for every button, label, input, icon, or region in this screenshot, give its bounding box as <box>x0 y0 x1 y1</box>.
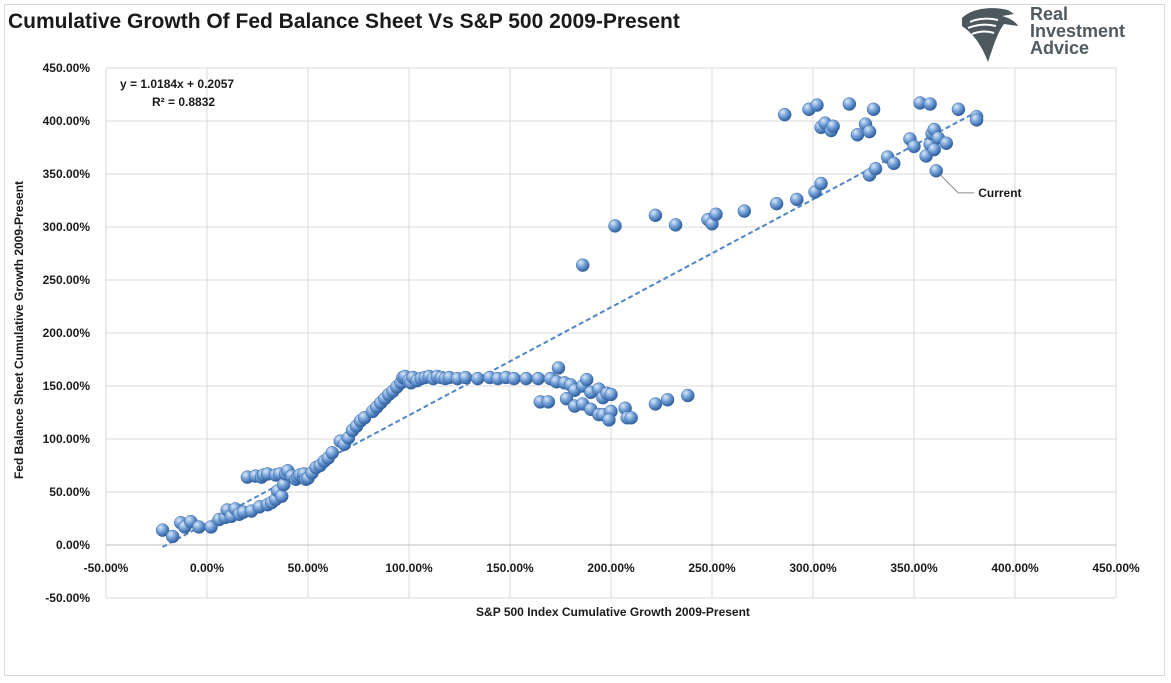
annotation-current: Current <box>978 186 1021 200</box>
axes: -50.00% 0.00% 50.00% 100.00% 150.00% 200.00% 2… <box>12 61 1140 619</box>
data-point <box>541 395 556 409</box>
data-point <box>939 136 954 151</box>
y-tick-label: 250.00% <box>43 273 91 287</box>
data-point <box>951 102 966 117</box>
logo-text: Real Investment Advice <box>1030 4 1126 58</box>
data-point <box>519 371 533 386</box>
y-tick-label: 350.00% <box>43 167 91 181</box>
r-squared-label: R² = 0.8832 <box>152 95 215 109</box>
data-point <box>769 196 784 211</box>
data-point <box>862 124 877 139</box>
x-tick-label: -50.00% <box>84 561 129 575</box>
y-tick-label: 450.00% <box>43 61 91 75</box>
x-tick-label: 250.00% <box>688 561 736 575</box>
y-tick-label: 300.00% <box>43 220 91 234</box>
x-tick-label: 50.00% <box>288 561 329 575</box>
data-point <box>648 208 663 223</box>
x-tick-label: 100.00% <box>385 561 433 575</box>
x-tick-label: 0.00% <box>190 561 224 575</box>
data-point <box>458 370 473 385</box>
y-tick-label: 50.00% <box>49 485 90 499</box>
data-point <box>810 98 824 112</box>
y-tick-label: 0.00% <box>56 538 90 552</box>
labels: y = 1.0184x + 0.2057 R² = 0.8832 Current <box>120 77 1022 200</box>
x-tick-label: 150.00% <box>486 561 534 575</box>
eagle-icon <box>962 8 1018 63</box>
data-point <box>580 372 594 387</box>
data-point <box>923 97 937 111</box>
data-point <box>608 219 622 233</box>
data-point <box>602 413 616 427</box>
y-tick-label: 100.00% <box>43 432 91 446</box>
data-point <box>155 523 170 537</box>
data-points <box>155 96 984 544</box>
data-point <box>604 387 618 402</box>
y-axis-title: Fed Balance Sheet Cumulative Growth 2009… <box>12 181 26 479</box>
x-tick-label: 200.00% <box>587 561 635 575</box>
data-point <box>470 371 485 386</box>
y-tick-label: -50.00% <box>45 591 90 605</box>
chart-frame <box>4 4 1165 676</box>
data-point <box>648 397 663 411</box>
y-tick-label: 400.00% <box>43 114 91 128</box>
data-point <box>551 361 566 375</box>
chart-title: Cumulative Growth Of Fed Balance Sheet V… <box>8 10 680 33</box>
data-point <box>668 218 683 232</box>
data-point <box>681 388 695 403</box>
data-point <box>790 192 804 207</box>
data-point <box>929 164 943 178</box>
y-tick-label: 200.00% <box>43 326 91 340</box>
data-point <box>850 128 865 142</box>
data-point <box>777 107 792 122</box>
data-point <box>887 156 901 171</box>
data-point <box>842 97 857 111</box>
x-tick-label: 400.00% <box>991 561 1039 575</box>
x-tick-label: 300.00% <box>789 561 837 575</box>
logo-line-3: Advice <box>1030 38 1090 58</box>
data-point <box>969 113 984 127</box>
x-tick-label: 350.00% <box>890 561 938 575</box>
data-point <box>907 139 921 154</box>
data-point <box>660 393 675 407</box>
data-point <box>165 529 180 544</box>
y-tick-label: 150.00% <box>43 379 91 393</box>
data-point <box>927 142 941 157</box>
logo-line-1: Real <box>1030 4 1069 24</box>
data-point <box>709 207 723 222</box>
data-point <box>192 520 206 534</box>
data-point <box>531 371 546 386</box>
data-point <box>826 119 840 134</box>
data-point <box>325 446 339 460</box>
data-point <box>507 371 521 386</box>
x-tick-label: 450.00% <box>1092 561 1140 575</box>
data-point <box>624 411 638 425</box>
data-point <box>737 204 752 218</box>
data-point <box>866 102 881 117</box>
trendline-equation: y = 1.0184x + 0.2057 <box>120 77 234 91</box>
x-axis-title: S&P 500 Index Cumulative Growth 2009-Pre… <box>476 605 750 619</box>
real-investment-advice-logo: Real Investment Advice <box>958 4 1148 66</box>
data-point <box>575 258 590 272</box>
logo-line-2: Investment <box>1030 21 1126 41</box>
annotation-leader-line <box>939 174 975 194</box>
data-point <box>274 489 289 503</box>
grid-lines <box>105 67 1117 599</box>
data-point <box>814 176 828 191</box>
data-point <box>868 161 883 176</box>
